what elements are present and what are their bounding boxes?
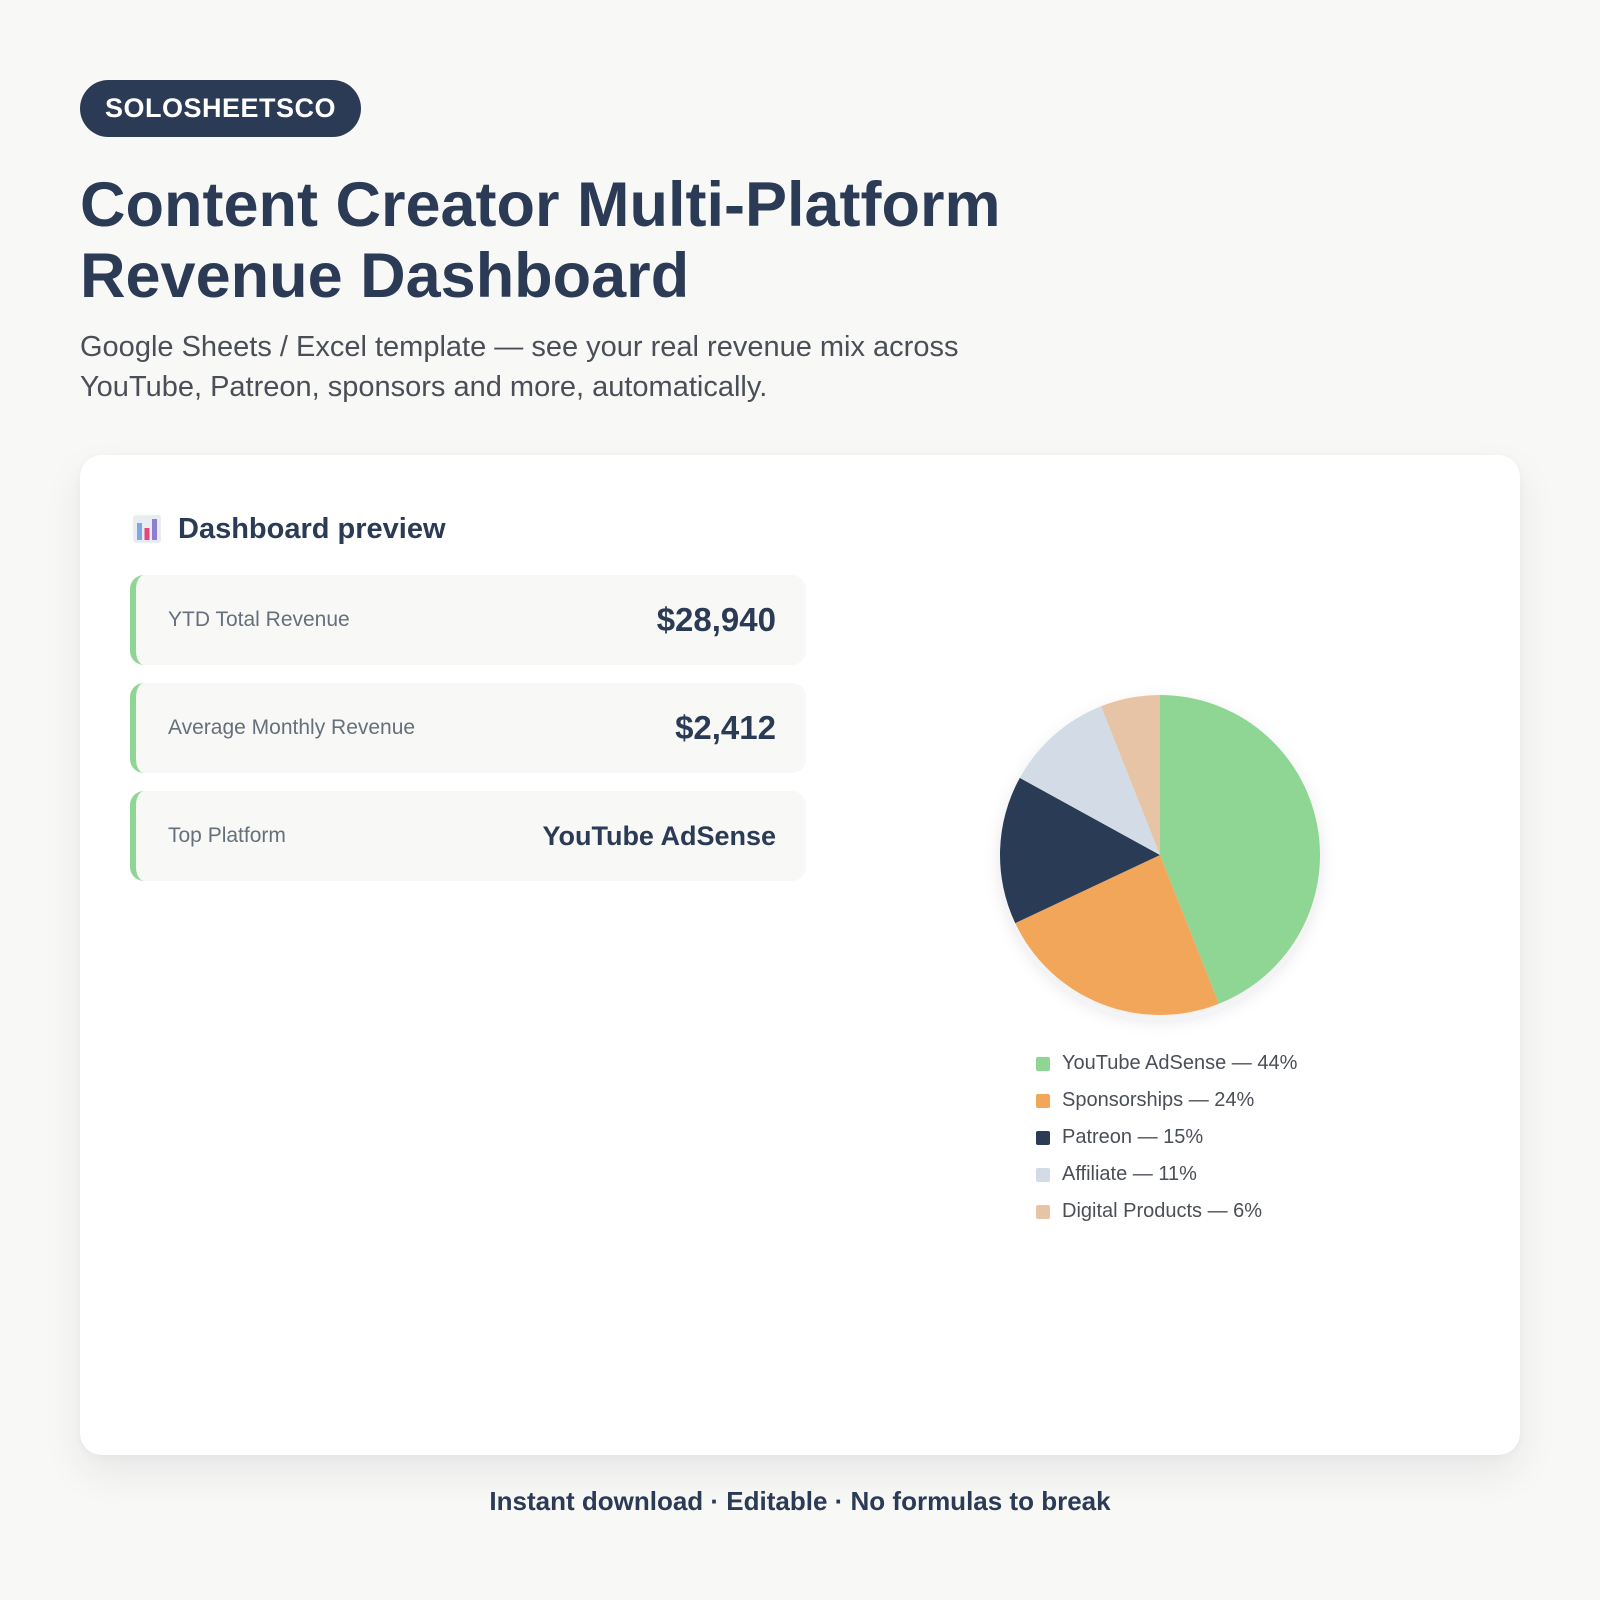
pie-chart-svg (1000, 695, 1320, 1015)
dashboard-preview-card: Dashboard preview YTD Total Revenue $28,… (80, 455, 1520, 1455)
pie-slice-youtube-adsense (1160, 695, 1320, 1004)
legend-swatch (1036, 1130, 1050, 1145)
legend-swatch (1036, 1167, 1050, 1182)
kpi-value: YouTube AdSense (542, 821, 776, 851)
kpi-average-monthly-revenue: Average Monthly Revenue $2,412 (130, 683, 806, 773)
card-title: Dashboard preview (178, 512, 446, 545)
bar-chart-icon (133, 515, 161, 543)
legend-swatch (1036, 1056, 1050, 1071)
kpi-label: Top Platform (168, 824, 286, 847)
legend-item: Patreon — 15% (1036, 1119, 1297, 1156)
legend-label: YouTube AdSense — 44% (1062, 1052, 1298, 1074)
kpi-ytd-total-revenue: YTD Total Revenue $28,940 (130, 575, 806, 665)
legend-label: Patreon — 15% (1062, 1126, 1204, 1148)
page-subtitle-line-1: Google Sheets / Excel template — see you… (80, 331, 959, 363)
legend-item: Affiliate — 11% (1036, 1156, 1297, 1193)
legend-label: Affiliate — 11% (1062, 1163, 1197, 1185)
pie-slice-sponsorships (1015, 855, 1219, 1015)
legend-item: Digital Products — 6% (1036, 1193, 1297, 1230)
pie-slice-digital-products (1101, 695, 1160, 855)
page-title-line-1: Content Creator Multi-Platform (80, 170, 1001, 240)
kpi-value: $2,412 (675, 709, 776, 746)
kpi-label: Average Monthly Revenue (168, 716, 416, 739)
pie-slice-patreon (1000, 777, 1160, 924)
legend-item: YouTube AdSense — 44% (1036, 1045, 1297, 1082)
brand-badge: SOLOSHEETSCO (80, 80, 362, 137)
card-header: Dashboard preview (132, 507, 446, 551)
kpi-top-platform: Top Platform YouTube AdSense (130, 791, 806, 881)
pie-slice-affiliate (1019, 706, 1160, 855)
legend-swatch (1036, 1093, 1050, 1108)
page-subtitle: Google Sheets / Excel template — see you… (80, 327, 1000, 407)
legend-label: Digital Products — 6% (1062, 1200, 1263, 1222)
page-subtitle-line-2: YouTube, Patreon, sponsors and more, aut… (80, 371, 768, 403)
kpi-label: YTD Total Revenue (168, 608, 350, 631)
kpi-value: $28,940 (656, 601, 776, 638)
revenue-mix-pie-chart (980, 675, 1340, 1035)
page-title-line-2: Revenue Dashboard (80, 241, 690, 311)
legend-swatch (1036, 1204, 1050, 1219)
legend-label: Sponsorships — 24% (1062, 1089, 1255, 1111)
footer-tagline: Instant download · Editable · No formula… (489, 1486, 1111, 1516)
legend-item: Sponsorships — 24% (1036, 1082, 1297, 1119)
pie-legend: YouTube AdSense — 44% Sponsorships — 24% P… (1036, 1045, 1297, 1230)
page-title: Content Creator Multi-Platform Revenue D… (80, 170, 1080, 312)
